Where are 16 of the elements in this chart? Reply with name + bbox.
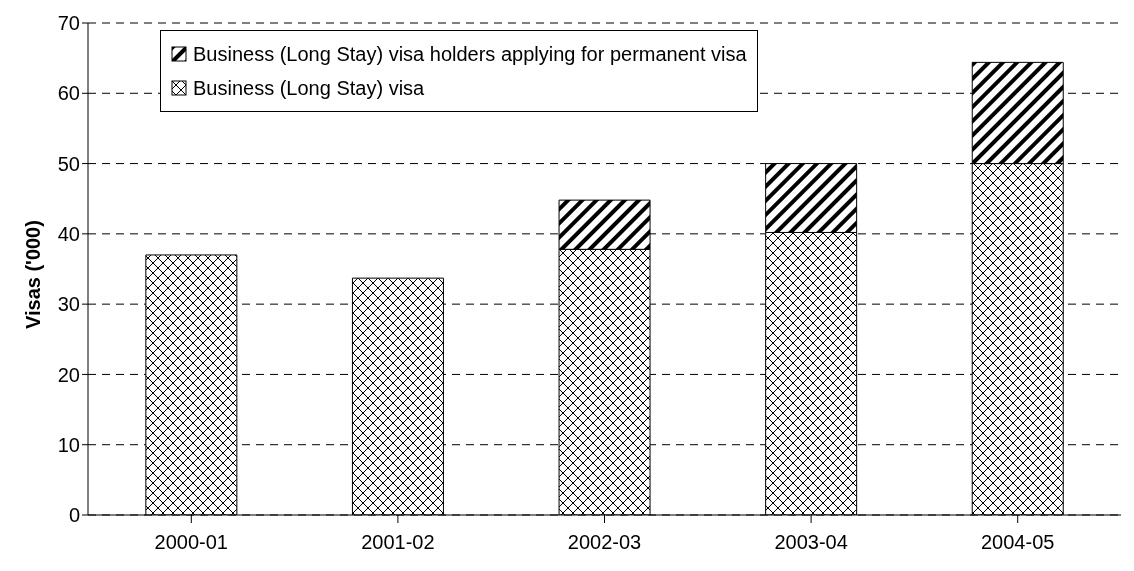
y-tick-label: 10	[57, 433, 80, 456]
x-tick-label: 2003-04	[774, 531, 848, 554]
y-tick-label: 40	[57, 222, 80, 245]
legend-label: Business (Long Stay) visa	[193, 76, 425, 101]
legend-label: Business (Long Stay) visa holders applying for permanent visa	[193, 42, 747, 67]
x-tick-label: 2004-05	[981, 531, 1055, 554]
x-tick-label: 2001-02	[361, 531, 435, 554]
x-tick-label: 2000-01	[154, 531, 228, 554]
y-tick-label: 20	[57, 363, 80, 386]
y-tick-label: 50	[57, 152, 80, 175]
y-tick-label: 30	[57, 293, 80, 316]
y-axis-title: Visas ('000)	[22, 220, 45, 329]
y-tick-label: 60	[57, 82, 80, 105]
x-tick-label: 2002-03	[567, 531, 642, 554]
y-tick-label: 0	[68, 504, 80, 527]
y-tick-label: 70	[57, 12, 80, 35]
